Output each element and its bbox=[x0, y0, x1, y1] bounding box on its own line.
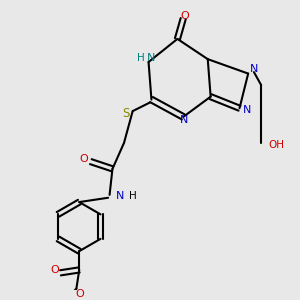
Text: O: O bbox=[75, 290, 84, 299]
Text: N: N bbox=[116, 191, 125, 201]
Text: H: H bbox=[137, 53, 145, 63]
Text: S: S bbox=[122, 107, 129, 120]
Text: O: O bbox=[79, 154, 88, 164]
Text: O: O bbox=[50, 265, 59, 275]
Text: N: N bbox=[242, 105, 251, 115]
Text: OH: OH bbox=[268, 140, 284, 150]
Text: N: N bbox=[250, 64, 258, 74]
Text: N: N bbox=[147, 53, 156, 63]
Text: N: N bbox=[180, 115, 188, 125]
Text: H: H bbox=[129, 191, 136, 201]
Text: O: O bbox=[180, 11, 189, 21]
